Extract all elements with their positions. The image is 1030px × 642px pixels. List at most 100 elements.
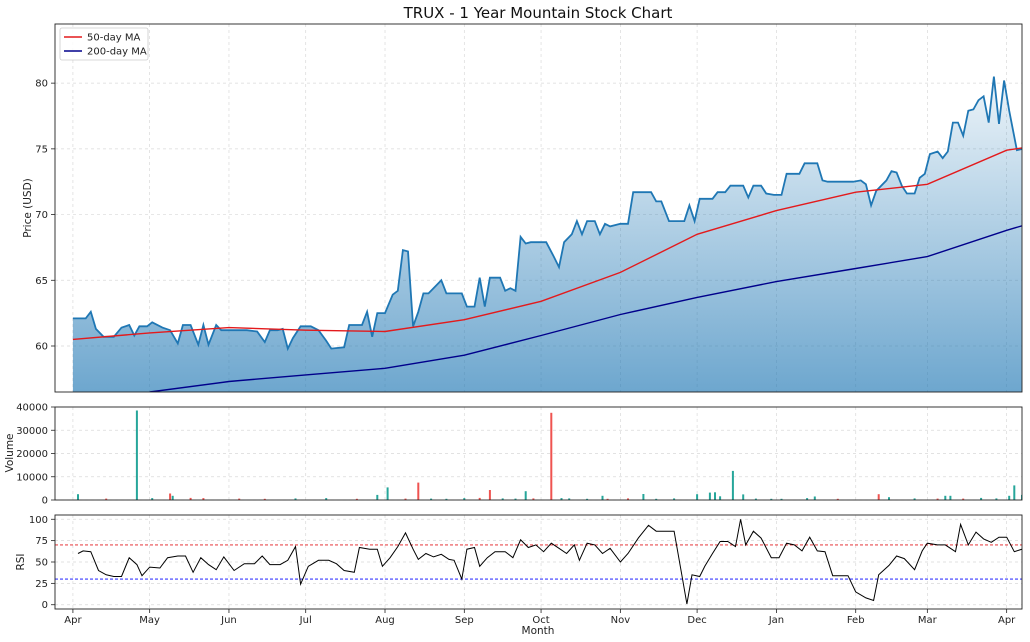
volume-bar	[586, 498, 589, 500]
volume-bar	[524, 491, 527, 500]
volume-bar	[1026, 491, 1028, 500]
month-tick-label: Apr	[64, 615, 82, 626]
volume-bar	[294, 498, 297, 500]
volume-tick-label: 20000	[16, 449, 48, 460]
month-tick-label: May	[139, 615, 160, 626]
month-tick-label: Apr	[998, 615, 1016, 626]
volume-y-axis-label: Volume	[4, 433, 16, 472]
price-mountain-area	[72, 76, 1022, 392]
price-close-line	[72, 76, 1022, 352]
volume-tick-label: 0	[42, 496, 48, 507]
chart-title: TRUX - 1 Year Mountain Stock Chart	[403, 4, 673, 22]
volume-bar	[731, 470, 734, 500]
volume-bar	[642, 494, 645, 500]
volume-bar	[171, 495, 174, 500]
month-tick-label: Nov	[611, 615, 631, 626]
month-tick-label: Jun	[220, 615, 237, 626]
month-tick-label: Feb	[847, 615, 865, 626]
volume-bar	[169, 493, 172, 500]
volume-bar	[813, 496, 816, 500]
price-tick-label: 60	[35, 342, 48, 353]
volume-bar	[708, 492, 711, 500]
volume-bar	[1021, 494, 1022, 500]
volume-bar	[913, 498, 916, 500]
volume-bar	[135, 410, 138, 500]
volume-bar	[714, 492, 716, 500]
volume-bar	[550, 412, 553, 500]
volume-bar	[962, 498, 965, 500]
volume-bar	[77, 494, 79, 500]
rsi-panel: 0 25 50 75 100 Apr May Jun Jul Aug Sep Oct Nov Dec Ja…	[15, 514, 1023, 637]
volume-bar	[238, 498, 241, 500]
month-tick-label: Jul	[299, 615, 312, 626]
volume-bar	[877, 494, 880, 500]
volume-bar	[719, 496, 722, 500]
volume-tick-label: 10000	[16, 472, 48, 483]
rsi-tick-label: 50	[35, 558, 48, 569]
legend-ma200-label: 200-day MA	[87, 47, 147, 58]
rsi-y-axis-label: RSI	[15, 553, 27, 570]
legend-ma50-label: 50-day MA	[87, 33, 141, 44]
volume-bar	[949, 495, 952, 500]
volume-gridlines	[55, 406, 1022, 501]
volume-bar	[655, 498, 658, 500]
ma200-line	[149, 225, 1022, 392]
rsi-tick-label: 0	[42, 600, 48, 611]
volume-bar	[417, 482, 420, 500]
price-tick-label: 75	[35, 144, 48, 155]
month-x-ticks: Apr May Jun Jul Aug Sep Oct Nov Dec Jan Feb Mar Apr	[64, 609, 1016, 626]
month-tick-label: Oct	[532, 615, 549, 626]
legend: 50-day MA 200-day MA	[59, 27, 149, 61]
volume-bar	[355, 498, 358, 500]
price-panel: 60 65 70 75 80 Price (USD) 50-day MA 200-day…	[22, 23, 1023, 393]
volume-bar	[376, 494, 379, 500]
volume-bar	[780, 498, 783, 500]
ma50-line	[72, 147, 1022, 341]
volume-bar	[202, 498, 205, 500]
rsi-tick-label: 75	[35, 536, 48, 547]
volume-tick-label: 30000	[16, 426, 48, 437]
volume-bar	[151, 498, 154, 500]
volume-bar	[263, 498, 266, 500]
volume-bar	[601, 495, 604, 500]
price-tick-label: 80	[35, 79, 48, 90]
month-tick-label: Mar	[918, 615, 938, 626]
volume-bar	[478, 497, 481, 500]
rsi-y-ticks: 0 25 50 75 100	[29, 515, 55, 611]
rsi-tick-label: 25	[35, 579, 48, 590]
volume-bar	[568, 498, 571, 500]
volume-bar	[386, 487, 389, 500]
volume-bar	[105, 498, 108, 500]
volume-bar	[501, 498, 504, 500]
volume-bar	[430, 498, 433, 500]
volume-panel: 0 10000 20000 30000 40000 Volume	[4, 403, 1028, 507]
price-y-axis-label: Price (USD)	[22, 178, 34, 238]
x-axis-label: Month	[522, 625, 555, 637]
volume-bar	[1013, 485, 1016, 500]
volume-bar	[944, 495, 947, 500]
volume-bar	[463, 498, 466, 500]
volume-bar	[488, 490, 491, 500]
volume-bar	[754, 498, 757, 500]
volume-bar	[995, 498, 998, 500]
volume-bar	[673, 498, 676, 500]
rsi-tick-label: 100	[29, 515, 48, 526]
volume-bar	[627, 498, 629, 500]
volume-bar	[936, 498, 939, 500]
rsi-gridlines	[55, 515, 1022, 609]
price-tick-label: 70	[35, 210, 48, 221]
price-panel-frame	[54, 23, 1023, 393]
volume-bar	[1008, 495, 1011, 500]
legend-box	[59, 27, 149, 61]
volume-bar	[445, 498, 448, 500]
volume-bar	[980, 497, 983, 500]
volume-bar	[770, 498, 773, 500]
volume-bar	[606, 498, 609, 500]
volume-bars	[77, 410, 1028, 500]
volume-bar	[696, 494, 699, 500]
volume-bar	[325, 498, 328, 500]
month-tick-label: Aug	[375, 615, 395, 626]
volume-tick-label: 40000	[16, 403, 48, 414]
volume-y-ticks: 0 10000 20000 30000 40000	[16, 403, 55, 507]
price-tick-label: 65	[35, 276, 48, 287]
